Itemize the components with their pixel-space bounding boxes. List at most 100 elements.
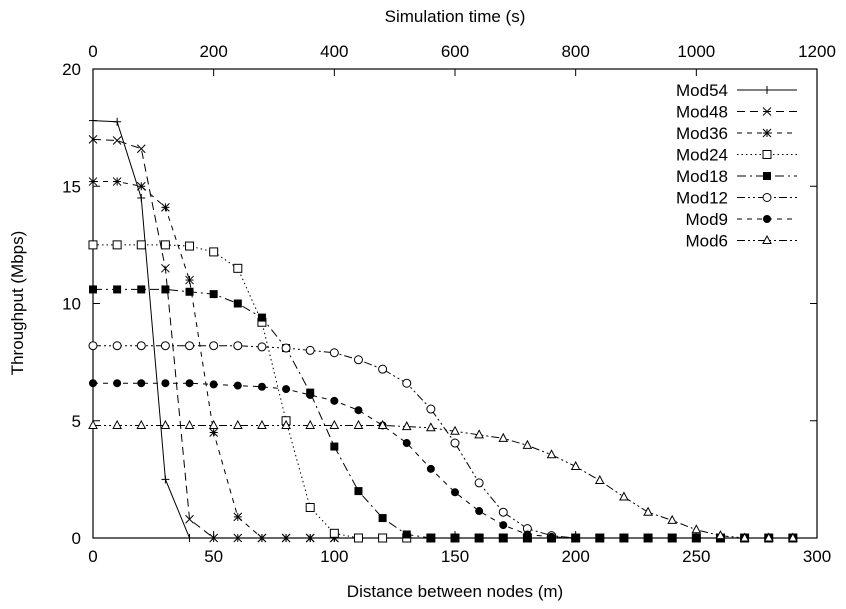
data-point-mod6 bbox=[691, 524, 702, 534]
x-axis-label: Distance between nodes (m) bbox=[347, 582, 563, 601]
data-point-mod6 bbox=[594, 474, 605, 485]
legend-marker bbox=[763, 215, 771, 223]
data-point-mod6 bbox=[88, 419, 98, 429]
x2-tick-label: 0 bbox=[88, 42, 97, 61]
x2-tick-label: 400 bbox=[320, 42, 348, 61]
data-point-mod9 bbox=[113, 379, 122, 388]
data-point-mod9 bbox=[137, 379, 146, 388]
legend-marker bbox=[763, 172, 771, 180]
data-point-mod18 bbox=[89, 285, 97, 294]
data-point-mod9 bbox=[571, 534, 580, 542]
data-point-mod9 bbox=[185, 379, 194, 388]
data-point-mod24 bbox=[305, 503, 315, 513]
data-point-mod6 bbox=[353, 419, 364, 429]
data-point-mod24 bbox=[233, 263, 243, 273]
data-point-mod18 bbox=[161, 285, 170, 294]
y-tick-label: 0 bbox=[72, 529, 81, 548]
data-point-mod9 bbox=[209, 380, 218, 389]
data-point-mod48 bbox=[88, 134, 98, 144]
data-point-mod12 bbox=[88, 341, 98, 351]
y-tick-label: 5 bbox=[72, 412, 81, 431]
data-point-mod24 bbox=[88, 240, 98, 250]
data-point-mod9 bbox=[547, 532, 556, 541]
data-point-mod6 bbox=[112, 419, 122, 429]
data-point-mod6 bbox=[739, 532, 750, 542]
y-tick-label: 15 bbox=[62, 177, 81, 196]
data-point-mod18 bbox=[451, 534, 459, 542]
data-point-mod6 bbox=[788, 532, 798, 542]
x2-tick-label: 1000 bbox=[677, 42, 715, 61]
data-point-mod24 bbox=[136, 240, 146, 250]
x-tick-label: 200 bbox=[561, 547, 589, 566]
tick-marks bbox=[92, 68, 818, 539]
data-point-mod36 bbox=[233, 512, 243, 522]
data-point-mod18 bbox=[185, 287, 194, 296]
data-point-mod6 bbox=[643, 506, 653, 516]
data-point-mod18 bbox=[330, 442, 339, 451]
data-point-mod18 bbox=[233, 299, 242, 308]
data-point-mod12 bbox=[233, 341, 243, 351]
data-point-mod9 bbox=[692, 534, 701, 542]
data-point-mod6 bbox=[184, 419, 195, 429]
data-point-mod54 bbox=[185, 534, 194, 542]
data-point-mod18 bbox=[426, 534, 435, 542]
data-point-mod9 bbox=[595, 534, 604, 542]
y-tick-label: 10 bbox=[62, 295, 81, 314]
data-point-mod18 bbox=[113, 285, 122, 294]
data-point-mod12 bbox=[209, 341, 219, 351]
series-line-mod18 bbox=[93, 288, 793, 539]
data-point-mod6 bbox=[570, 460, 581, 470]
data-point-mod12 bbox=[329, 348, 339, 358]
legend-marker bbox=[762, 150, 772, 159]
legend-marker bbox=[763, 86, 771, 94]
data-point-mod6 bbox=[426, 422, 436, 432]
x-tick-label: 300 bbox=[803, 547, 831, 566]
legend-label: Mod12 bbox=[676, 189, 728, 208]
data-point-mod36 bbox=[209, 428, 219, 437]
data-point-mod24 bbox=[353, 533, 363, 543]
data-point-mod9 bbox=[161, 379, 170, 388]
data-point-mod36 bbox=[161, 203, 170, 212]
data-point-mod6 bbox=[160, 419, 171, 429]
data-point-mod54 bbox=[161, 475, 170, 484]
data-point-mod12 bbox=[474, 478, 484, 488]
data-point-mod6 bbox=[763, 532, 774, 542]
legend-marker bbox=[762, 193, 772, 202]
series-line-mod24 bbox=[93, 244, 793, 539]
series-line-mod12 bbox=[93, 345, 793, 539]
x2-tick-label: 200 bbox=[199, 42, 227, 61]
data-point-mod9 bbox=[330, 396, 339, 405]
data-point-mod54 bbox=[113, 117, 122, 126]
data-point-mod9 bbox=[257, 382, 266, 391]
data-point-mod6 bbox=[546, 449, 557, 459]
data-point-mod6 bbox=[450, 425, 460, 435]
legend-label: Mod48 bbox=[676, 103, 728, 122]
data-point-mod12 bbox=[402, 378, 412, 388]
data-point-mod6 bbox=[401, 421, 412, 431]
data-point-mod6 bbox=[305, 419, 316, 429]
data-point-mod9 bbox=[619, 534, 628, 542]
data-point-mod24 bbox=[329, 528, 339, 538]
data-point-mod6 bbox=[136, 419, 147, 429]
data-point-mod24 bbox=[160, 240, 170, 250]
data-point-mod12 bbox=[426, 404, 436, 414]
data-point-mod24 bbox=[112, 240, 122, 250]
data-point-mod6 bbox=[619, 491, 629, 501]
data-point-mod6 bbox=[281, 419, 291, 429]
data-point-mod24 bbox=[185, 241, 195, 251]
series-line-mod9 bbox=[93, 382, 793, 539]
data-point-mod6 bbox=[667, 514, 678, 524]
data-point-mod6 bbox=[232, 419, 243, 429]
data-point-mod9 bbox=[426, 464, 435, 473]
data-point-mod48 bbox=[209, 533, 219, 543]
data-point-mod9 bbox=[475, 507, 484, 516]
data-point-mod6 bbox=[715, 530, 726, 540]
x-tick-label: 250 bbox=[682, 547, 710, 566]
data-point-mod9 bbox=[354, 406, 363, 415]
data-point-mod12 bbox=[498, 507, 508, 517]
data-point-mod54 bbox=[137, 193, 146, 202]
legend-label: Mod6 bbox=[685, 232, 728, 251]
x2-tick-label: 1200 bbox=[798, 42, 836, 61]
data-point-mod48 bbox=[233, 533, 243, 543]
data-point-mod36 bbox=[112, 177, 122, 186]
